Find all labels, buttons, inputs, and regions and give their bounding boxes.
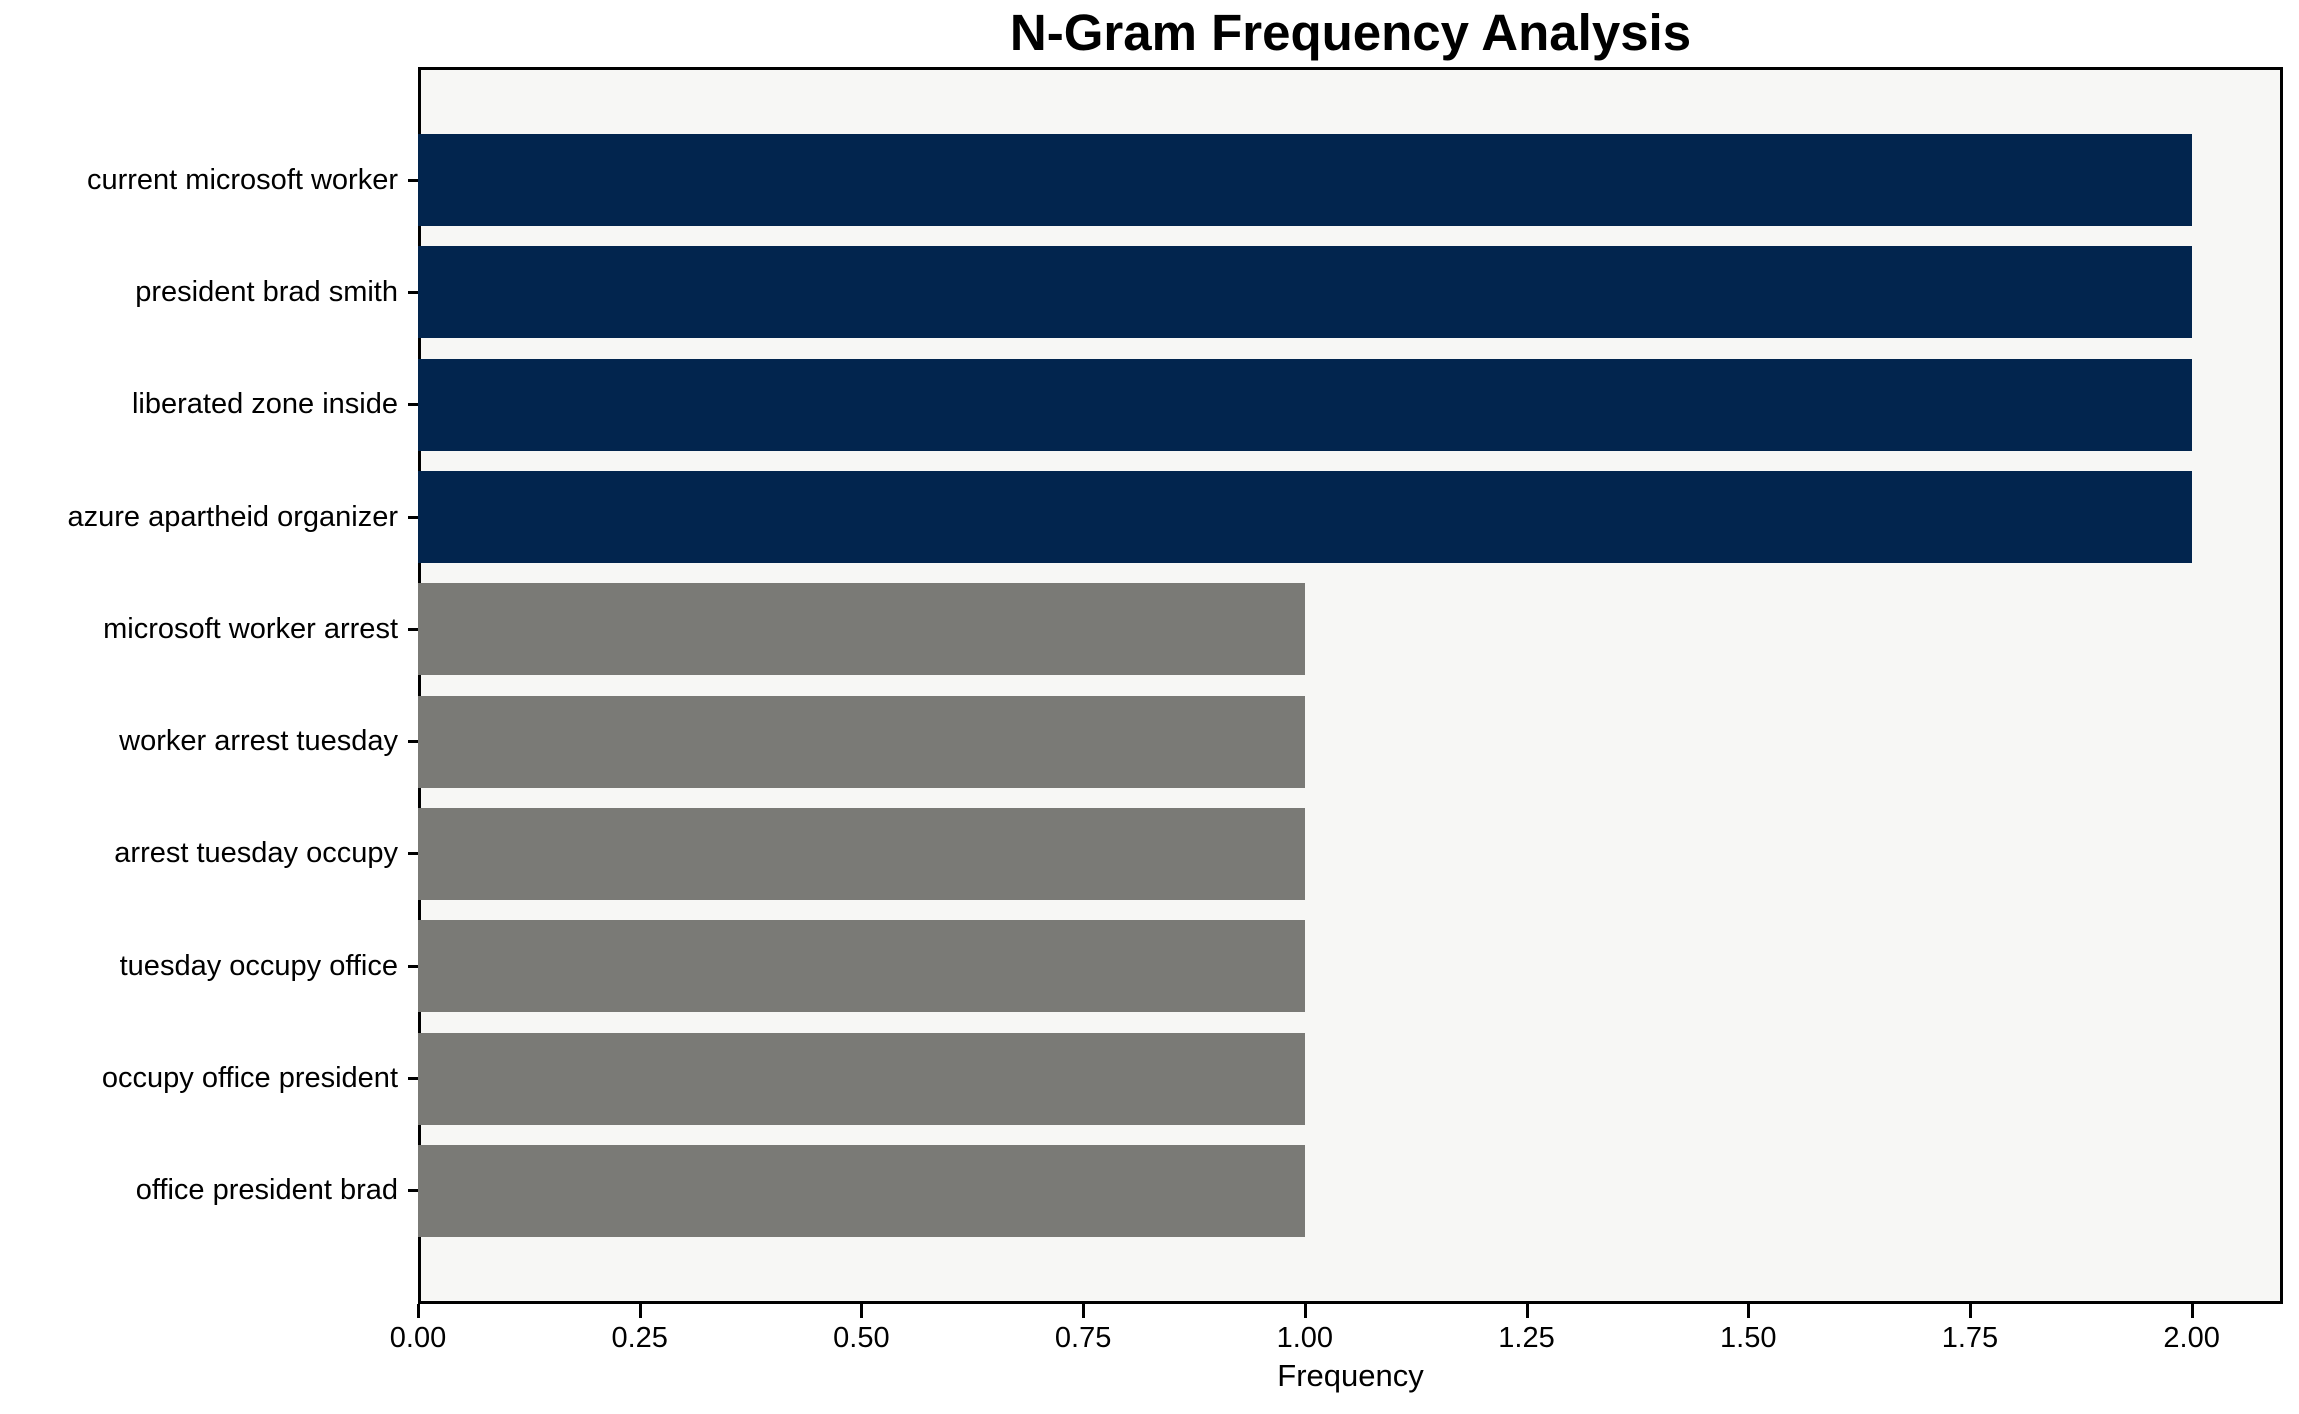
bar (418, 1144, 1305, 1237)
x-tick-label: 0.00 (389, 1322, 447, 1354)
x-tick-mark (638, 1304, 642, 1318)
chart-title: N-Gram Frequency Analysis (1009, 4, 1692, 61)
x-tick-label: 0.25 (611, 1322, 668, 1354)
x-tick-label: 2.00 (2163, 1322, 2220, 1354)
bar-row (418, 1022, 2283, 1134)
bar-row (418, 798, 2283, 910)
y-label-row: president brad smith (0, 236, 418, 348)
bar-row (418, 910, 2283, 1022)
bar (418, 134, 2192, 227)
y-tick-mark (408, 515, 418, 519)
x-tick-mark (2190, 1304, 2194, 1318)
y-axis: current microsoft worker president brad s… (0, 67, 418, 1304)
y-tick-mark (408, 964, 418, 968)
bars-container (418, 67, 2283, 1304)
x-axis-label: Frequency (1277, 1358, 1424, 1393)
y-label-row: microsoft worker arrest (0, 573, 418, 685)
y-tick-mark (408, 1077, 418, 1081)
x-tick-label: 1.25 (1498, 1322, 1555, 1354)
bar (418, 920, 1305, 1013)
y-label-row: current microsoft worker (0, 124, 418, 236)
x-axis-tick-labels: 0.00 0.25 0.50 0.75 1.00 1.25 1.50 1.75 2.00 (390, 1322, 2283, 1358)
y-axis-label: tuesday occupy office (119, 949, 398, 982)
y-label-row: worker arrest tuesday (0, 685, 418, 797)
y-tick-mark (408, 178, 418, 182)
y-label-row: azure apartheid organizer (0, 461, 418, 573)
y-label-row: liberated zone inside (0, 349, 418, 461)
y-axis-label: worker arrest tuesday (119, 725, 398, 758)
y-axis-label: occupy office president (101, 1062, 398, 1095)
bar-row (418, 1135, 2283, 1247)
x-tick-mark (1747, 1304, 1751, 1318)
y-tick-mark (408, 627, 418, 631)
x-tick-mark (1968, 1304, 1972, 1318)
y-axis-label: liberated zone inside (131, 388, 398, 421)
y-label-row: tuesday occupy office (0, 910, 418, 1022)
x-tick-label: 1.00 (1276, 1322, 1334, 1354)
bar (418, 1032, 1305, 1125)
bar-row (418, 349, 2283, 461)
bar-row (418, 461, 2283, 573)
y-axis-label: office president brad (135, 1174, 398, 1207)
y-tick-mark (408, 290, 418, 294)
x-axis-ticks (417, 1304, 2283, 1320)
x-tick-mark (417, 1304, 420, 1318)
bar (418, 583, 1305, 676)
bar (418, 695, 1305, 788)
y-label-row: office president brad (0, 1135, 418, 1247)
bar-row (418, 573, 2283, 685)
x-tick-mark (1525, 1304, 1529, 1318)
y-label-row: occupy office president (0, 1022, 418, 1134)
y-tick-mark (408, 1189, 418, 1193)
bar (418, 358, 2192, 451)
x-tick-label: 0.75 (1054, 1322, 1112, 1354)
bar-row (418, 685, 2283, 797)
bar-row (418, 124, 2283, 236)
x-tick-mark (1082, 1304, 1086, 1318)
x-tick-label: 1.75 (1941, 1322, 1999, 1354)
y-axis-label: azure apartheid organizer (67, 500, 398, 533)
y-tick-mark (408, 852, 418, 856)
bar (418, 246, 2192, 339)
y-tick-mark (408, 403, 418, 407)
y-axis-label: president brad smith (135, 275, 398, 308)
x-tick-label: 0.50 (833, 1322, 890, 1354)
bar (418, 807, 1305, 900)
y-axis-label: current microsoft worker (86, 163, 398, 196)
bar-row (418, 236, 2283, 348)
x-tick-label: 1.50 (1720, 1322, 1777, 1354)
bar (418, 471, 2192, 564)
y-tick-mark (408, 740, 418, 744)
y-axis-label: microsoft worker arrest (103, 612, 398, 645)
y-axis-label: arrest tuesday occupy (114, 837, 398, 870)
x-tick-mark (860, 1304, 864, 1318)
y-label-row: arrest tuesday occupy (0, 798, 418, 910)
x-tick-mark (1303, 1304, 1307, 1318)
